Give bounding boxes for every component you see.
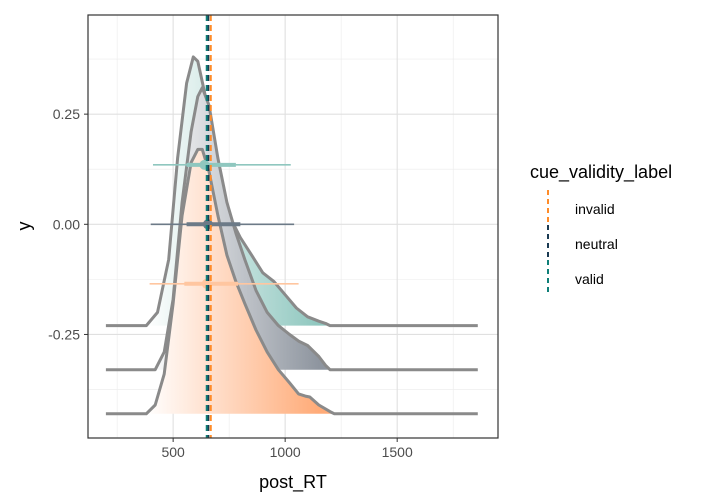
x-tick-label: 1500 [382,444,413,460]
mean-lines [205,15,212,438]
legend-label-neutral: neutral [575,236,618,252]
y-tick-label: 0.25 [53,106,80,122]
y-axis-ticks: 0.25 0.00 -0.25 [48,106,88,342]
y-axis-title: y [14,222,34,231]
x-axis-title: post_RT [259,472,327,493]
density-outline-invalid [105,147,478,416]
x-axis-ticks: 500 1000 1500 [161,438,413,460]
legend-label-invalid: invalid [575,201,615,217]
legend-label-valid: valid [575,271,604,287]
legend-title: cue_validity_label [530,162,672,183]
density-ridges [105,55,478,416]
x-tick-label: 1000 [270,444,301,460]
x-tick-label: 500 [161,444,185,460]
density-fill-invalid [105,149,478,414]
legend: cue_validity_label invalid neutral valid [530,162,672,294]
y-tick-label: -0.25 [48,326,80,342]
plot-border [87,14,499,439]
y-tick-label: 0.00 [53,216,80,232]
plot-panel [88,15,498,438]
